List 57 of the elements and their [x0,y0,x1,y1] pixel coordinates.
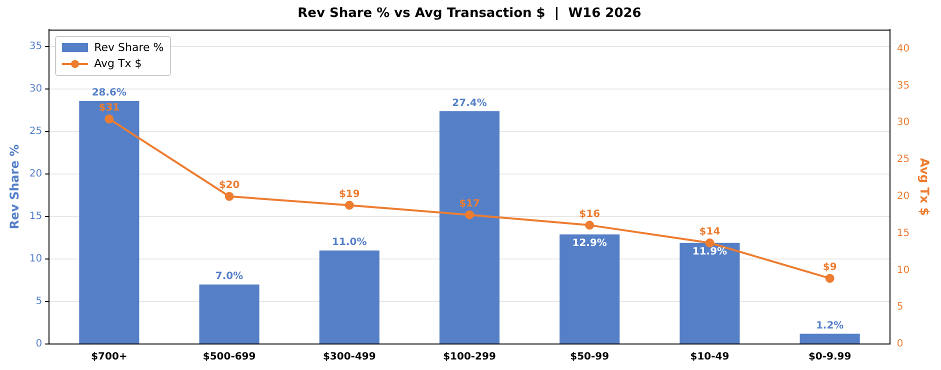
y2-tick-label: 35 [896,80,910,92]
y2-tick-label: 25 [896,154,910,166]
y-axis-title: Rev Share % [7,144,22,230]
bar [680,242,740,344]
x-tick-label: $0-9.99 [808,352,852,363]
x-tick-label: $50-99 [570,352,610,363]
point [705,238,714,248]
y2-tick-label: 5 [896,302,904,313]
data-label: $19 [338,188,360,200]
point [104,114,114,124]
data-label: $14 [699,226,720,238]
y-tick-label: 15 [29,211,42,222]
y2-tick-label: 10 [896,264,910,276]
bar [199,284,260,344]
y2-tick-label: 30 [896,117,910,128]
data-label: 12.9% [572,238,607,249]
chart-title: Rev Share % vs Avg Transaction $ | W16 2026 [298,6,642,22]
point [224,192,234,201]
data-label: 11.0% [332,237,367,248]
y2-tick-label: 0 [896,338,904,350]
point [585,220,594,230]
data-label: 7.0% [215,271,244,282]
y-tick-label: 5 [36,296,42,308]
y-tick-label: 0 [36,338,42,350]
data-label: 28.6% [92,88,127,99]
data-label: $17 [459,198,480,210]
data-label: $16 [579,208,600,220]
point [465,210,474,220]
bar [319,250,380,344]
x-tick-label: $500-699 [202,352,256,363]
y-tick-label: 30 [29,84,42,95]
y2-tick-label: 20 [896,190,910,202]
y2-tick-label: 40 [896,43,910,54]
x-tick-label: $700+ [91,352,128,363]
bar [439,111,500,344]
legend-label: Rev Share % [94,41,164,54]
data-label: $9 [822,262,837,273]
data-label: 1.2% [816,320,844,332]
point [344,200,354,210]
y2-axis-title: Avg Tx $ [918,158,932,216]
bar [800,334,860,344]
bar [79,100,140,344]
y-tick-label: 20 [29,168,42,180]
data-label: $31 [98,102,120,114]
bar [560,234,620,344]
x-tick-label: $10-49 [690,352,730,363]
y-tick-label: 10 [29,254,42,265]
data-label: 11.9% [692,246,728,258]
legend-label: Avg Tx $ [94,57,142,70]
x-tick-label: $300-499 [322,352,376,363]
y-tick-label: 25 [29,126,42,138]
y-tick-label: 35 [29,41,42,52]
data-label: 27.4% [452,98,487,109]
y2-tick-label: 15 [896,228,910,239]
data-label: $20 [218,180,240,191]
point [825,274,834,283]
x-tick-label: $100-299 [443,352,496,363]
